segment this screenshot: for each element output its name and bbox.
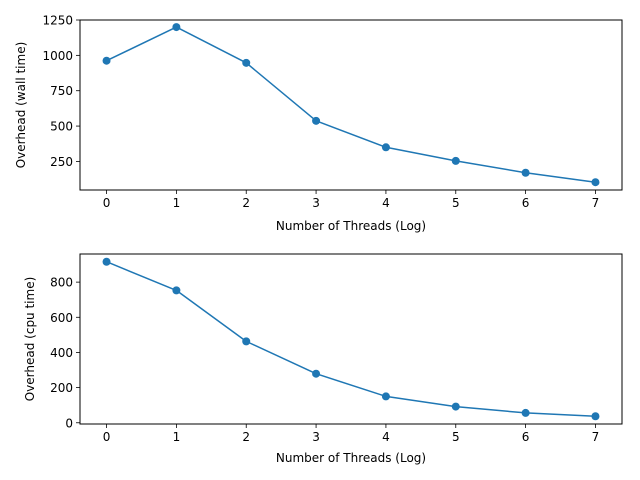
- chart-panel-cpu-time: 0 1 2 3 4 5 6 7 0 200 400 600 800 Number of Threads…: [23, 253, 623, 465]
- series-line: [102, 23, 600, 187]
- x-tick-label: 6: [522, 196, 530, 210]
- data-point: [102, 257, 111, 266]
- y-tick-label: 0: [65, 416, 73, 430]
- x-axis-label: Number of Threads (Log): [276, 451, 426, 465]
- chart-panel-wall-time: 0 1 2 3 4 5 6 7 250 500 750 1000 1250 Number of Thr…: [14, 14, 623, 233]
- y-tick-label: 1000: [42, 49, 73, 63]
- y-axis-ticks: 250 500 750 1000 1250: [42, 14, 80, 169]
- y-axis-ticks: 0 200 400 600 800: [50, 276, 80, 430]
- data-point: [521, 408, 530, 417]
- data-point: [312, 369, 321, 378]
- x-tick-label: 6: [522, 430, 530, 444]
- x-axis-ticks: 0 1 2 3 4 5 6 7: [103, 190, 600, 210]
- data-point: [172, 23, 181, 32]
- data-point: [381, 143, 390, 152]
- x-tick-label: 5: [452, 430, 460, 444]
- x-tick-label: 1: [173, 430, 181, 444]
- data-point: [521, 168, 530, 177]
- data-point: [451, 156, 460, 165]
- data-point: [242, 58, 251, 67]
- y-tick-label: 600: [50, 311, 73, 325]
- x-tick-label: 7: [592, 196, 600, 210]
- y-tick-label: 400: [50, 346, 73, 360]
- x-tick-label: 2: [242, 196, 250, 210]
- x-tick-label: 5: [452, 196, 460, 210]
- data-point: [591, 412, 600, 421]
- x-tick-label: 3: [312, 430, 320, 444]
- data-point: [242, 337, 251, 346]
- x-tick-label: 1: [173, 196, 181, 210]
- x-tick-label: 0: [103, 430, 111, 444]
- data-point: [312, 116, 321, 125]
- x-tick-label: 7: [592, 430, 600, 444]
- series-line: [102, 257, 600, 421]
- series-line-path: [106, 261, 596, 418]
- x-axis-label: Number of Threads (Log): [276, 219, 426, 233]
- x-tick-label: 4: [382, 430, 390, 444]
- plot-frame: [79, 253, 623, 425]
- x-axis-ticks: 0 1 2 3 4 5 6 7: [103, 424, 600, 444]
- data-point: [591, 178, 600, 187]
- plot-frame: [79, 19, 623, 191]
- y-tick-label: 250: [50, 155, 73, 169]
- x-tick-label: 4: [382, 196, 390, 210]
- y-tick-label: 200: [50, 381, 73, 395]
- data-point: [172, 286, 181, 295]
- y-tick-label: 500: [50, 120, 73, 134]
- x-tick-label: 2: [242, 430, 250, 444]
- x-tick-label: 0: [103, 196, 111, 210]
- y-tick-label: 750: [50, 84, 73, 98]
- y-axis-label: Overhead (wall time): [14, 42, 28, 169]
- y-tick-label: 800: [50, 276, 73, 290]
- y-axis-label: Overhead (cpu time): [23, 277, 37, 402]
- data-point: [102, 56, 111, 65]
- series-line-path: [106, 26, 596, 183]
- data-point: [381, 392, 390, 401]
- y-tick-label: 1250: [42, 14, 73, 28]
- data-point: [451, 402, 460, 411]
- x-tick-label: 3: [312, 196, 320, 210]
